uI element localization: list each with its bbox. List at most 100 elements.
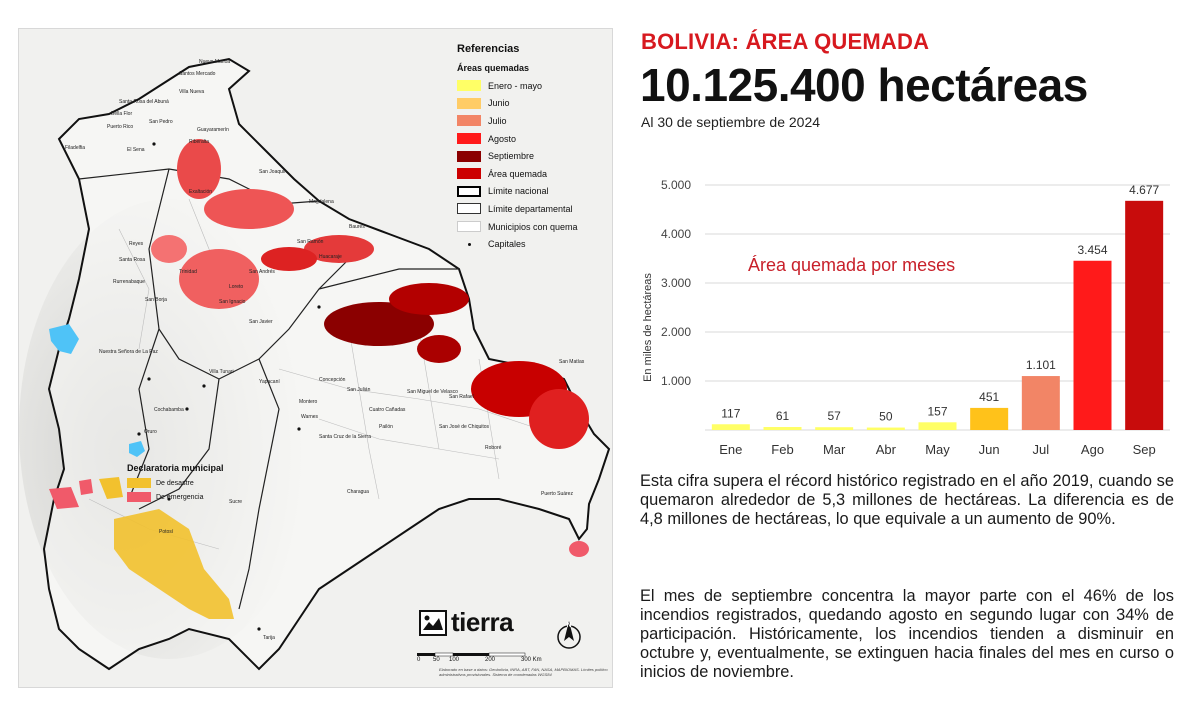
declaratoria-item-emergencia: De emergencia xyxy=(127,490,257,504)
place-label: Nuestra Señora de La Paz xyxy=(99,349,158,355)
legend-swatch xyxy=(457,80,481,92)
bar-ago xyxy=(1073,260,1112,430)
declaratoria-item-desastre: De desastre xyxy=(127,476,257,490)
place-label: Santos Mercado xyxy=(179,71,216,77)
map-legend: Referencias Áreas quemadas Enero - mayo … xyxy=(457,43,607,253)
legend-label: Junio xyxy=(488,98,510,109)
place-label: Baures xyxy=(349,224,365,230)
chart-annotation: Área quemada por meses xyxy=(748,255,955,275)
bar-abr xyxy=(866,427,905,430)
place-label: Santa Rosa del Abuná xyxy=(119,99,169,105)
place-label: Exaltación xyxy=(189,189,213,195)
place-label: Charagua xyxy=(347,489,369,495)
legend-label: De desastre xyxy=(156,479,194,487)
legend-label: Agosto xyxy=(488,133,517,144)
bar-sep xyxy=(1125,200,1164,430)
map-credits: Elaborado en base a datos: Geobolivia, I… xyxy=(439,667,608,677)
legend-label: Municipios con quema xyxy=(488,221,578,232)
legend-label: De emergencia xyxy=(156,493,204,501)
place-label: Santa Cruz de la Sierra xyxy=(319,434,371,440)
x-tick-label: Jun xyxy=(979,442,1000,457)
place-label: Guayaramerín xyxy=(197,127,229,133)
scale-bar xyxy=(417,652,526,657)
legend-swatch xyxy=(457,97,481,109)
x-tick-label: Ene xyxy=(719,442,742,457)
data-label: 1.101 xyxy=(1026,358,1056,372)
y-tick-label: 5.000 xyxy=(661,178,691,192)
place-label: Montero xyxy=(299,399,318,405)
y-tick-label: 3.000 xyxy=(661,276,691,290)
place-label: Santa Rosa xyxy=(119,257,146,263)
body-paragraph-1: Esta cifra supera el récord histórico re… xyxy=(640,472,1174,528)
place-label: Bella Flor xyxy=(111,111,133,117)
data-label: 451 xyxy=(979,390,999,404)
legend-label: Límite nacional xyxy=(488,186,549,197)
legend-swatch xyxy=(457,185,481,197)
declaratoria-title: Declaratoria municipal xyxy=(127,463,224,473)
place-label: Yapacaní xyxy=(259,379,280,385)
place-label: Potosí xyxy=(159,529,174,535)
place-label: Trinidad xyxy=(179,269,197,275)
place-label: Concepción xyxy=(319,377,346,383)
bar-may xyxy=(918,422,957,430)
body-paragraph-2: El mes de septiembre concentra la mayor … xyxy=(640,587,1174,681)
data-label: 157 xyxy=(927,404,947,418)
y-tick-label: 1.000 xyxy=(661,374,691,388)
data-label: 61 xyxy=(776,409,790,423)
place-label: Villa Nueva xyxy=(179,89,205,95)
legend-item-junio: Junio xyxy=(457,95,607,113)
place-label: Puerto Rico xyxy=(107,124,134,130)
place-label: Cuatro Cañadas xyxy=(369,407,406,413)
place-label: Oruro xyxy=(144,429,157,435)
legend-label: Julio xyxy=(488,115,507,126)
place-label: Magdalena xyxy=(309,199,334,205)
legend-item-municipios: Municipios con quema xyxy=(457,218,607,236)
legend-swatch xyxy=(457,115,481,127)
dateline: Al 30 de septiembre de 2024 xyxy=(641,114,821,130)
legend-swatch xyxy=(127,492,151,502)
bar-feb xyxy=(763,427,802,430)
place-label: Rurrenabaque xyxy=(113,279,145,285)
legend-item-agosto: Agosto xyxy=(457,130,607,148)
y-tick-label: 4.000 xyxy=(661,227,691,241)
tierra-logo-icon xyxy=(419,609,447,636)
legend-swatch xyxy=(457,133,481,145)
place-label: San Rafael xyxy=(449,394,474,400)
scale-label: 200 xyxy=(485,657,496,663)
bar-jun xyxy=(970,407,1009,430)
place-label: Tarija xyxy=(263,635,275,641)
place-label: Riberalta xyxy=(189,139,210,145)
place-label: San Andrés xyxy=(249,269,275,275)
legend-item-capitales: Capitales xyxy=(457,235,607,253)
y-axis-label: En miles de hectáreas xyxy=(642,273,654,382)
place-label: Loreto xyxy=(229,284,244,290)
place-label: Reyes xyxy=(129,241,144,247)
legend-item-area-quemada: Área quemada xyxy=(457,165,607,183)
legend-title: Referencias xyxy=(457,43,520,55)
place-label: Warnes xyxy=(301,414,319,420)
place-label: Roboré xyxy=(485,445,502,451)
x-tick-label: Sep xyxy=(1133,442,1156,457)
north-label: N xyxy=(566,622,571,629)
monthly-burn-chart: 5.000 4.000 3.000 2.000 1.000 En miles de hec… xyxy=(642,178,1170,457)
scale-label: 50 xyxy=(433,657,440,663)
place-label: San Borja xyxy=(145,297,167,303)
place-label: San José de Chiquitos xyxy=(439,424,490,430)
scale-label: 0 xyxy=(417,657,421,663)
tierra-logo: tierra xyxy=(419,607,514,638)
national-boundary xyxy=(42,57,611,671)
place-label: Huacaraje xyxy=(319,254,342,260)
headline-total: 10.125.400 hectáreas xyxy=(640,59,1088,111)
place-label: Sucre xyxy=(229,499,243,505)
place-label: Filadelfia xyxy=(65,145,86,151)
legend-swatch xyxy=(457,203,481,215)
x-tick-label: Abr xyxy=(876,442,897,457)
place-label: Villa Tunari xyxy=(209,369,234,375)
legend-swatch xyxy=(457,221,481,233)
scale-label: 100 xyxy=(449,657,460,663)
data-label: 4.677 xyxy=(1129,183,1159,197)
legend-item-septiembre: Septiembre xyxy=(457,147,607,165)
data-label: 117 xyxy=(721,406,740,420)
bolivia-burn-map: Nuevo Manoa Santos Mercado Villa Nueva S… xyxy=(18,28,613,688)
place-label: Puerto Suárez xyxy=(541,491,573,497)
